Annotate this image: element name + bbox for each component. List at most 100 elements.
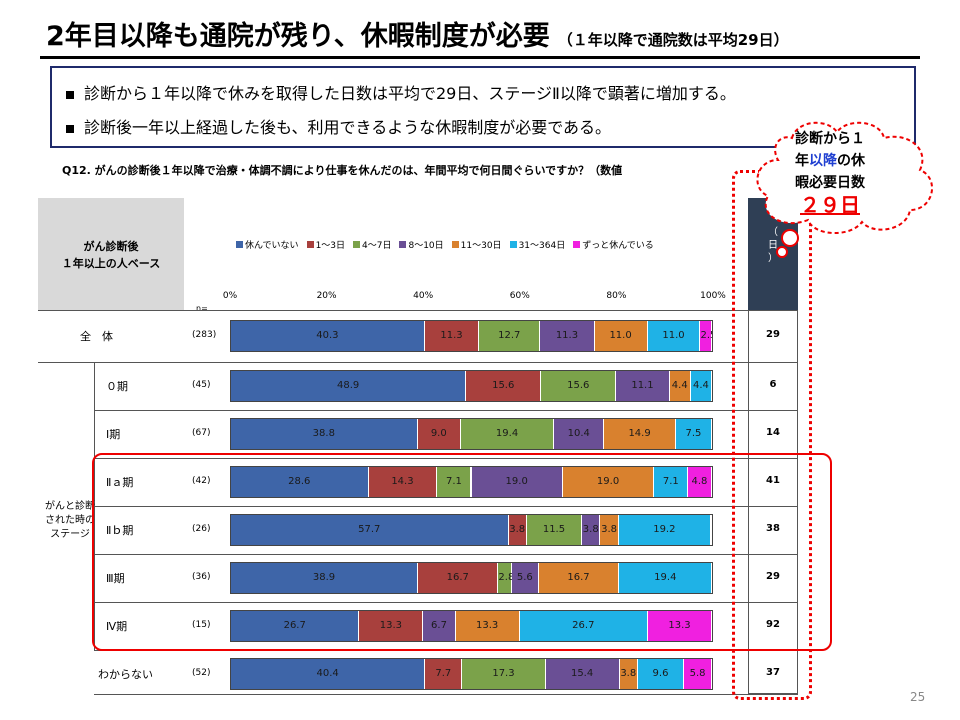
bar-segment: 16.7 [538, 563, 620, 593]
average-days-value: 14 [766, 427, 780, 438]
bar-value-label: 57.7 [358, 524, 381, 535]
bar-value-label: 2.5 [700, 330, 712, 341]
legend-swatch [306, 241, 314, 248]
callout-days: ２９日 [800, 193, 860, 217]
bar-value-label: 2.8 [498, 572, 515, 583]
callout-text: 診断から１ 年以降の休 暇必要日数 ２９日 [770, 128, 890, 216]
bar-segment: 14.9 [604, 419, 676, 449]
callout-line-2: 年以降の休 [770, 150, 890, 172]
legend-swatch [236, 241, 243, 248]
row-label: Ⅳ期 [106, 620, 128, 633]
bar-value-label: 11.5 [542, 524, 566, 535]
bar-segment: 14.3 [368, 467, 438, 497]
bar-value-label: 48.9 [336, 380, 360, 391]
x-tick-label: 20% [316, 291, 337, 301]
bar-segment: 10.4 [554, 419, 605, 449]
bar-segment: 28.6 [231, 467, 369, 497]
bar-value-label: 16.7 [446, 572, 469, 583]
row-label: Ⅲ期 [106, 572, 125, 585]
bullet-square-icon [66, 90, 74, 99]
bar-segment: 13.3 [455, 611, 520, 641]
legend-label: 休んでいない [245, 241, 299, 251]
bar-value-label: 19.0 [596, 476, 620, 487]
bar-value-label: 15.6 [567, 380, 590, 391]
row-label: Ⅰ期 [106, 428, 121, 441]
bullet-square-icon [66, 124, 74, 133]
bar-value-label: 40.4 [316, 668, 339, 679]
legend-label: 11～30日 [460, 241, 502, 251]
row-n-label: (26) [192, 524, 211, 534]
legend-item: 休んでいない [236, 238, 299, 251]
row-n-label: (52) [192, 668, 211, 678]
row-label: わからない [98, 668, 153, 681]
bar-value-label: 7.7 [435, 668, 452, 679]
bar-segment: 9.6 [637, 659, 685, 689]
bar-segment: 9.0 [417, 419, 461, 449]
summary-line-1: 診断から１年以降で休みを取得した日数は平均で29日、ステージⅡ以降で顕著に増加す… [66, 80, 736, 104]
bar-value-label: 28.6 [288, 476, 311, 487]
legend-item: 11～30日 [451, 238, 502, 251]
base-label-line-2: １年以上の人ベース [61, 257, 161, 270]
bar-segment: 4.4 [669, 371, 691, 401]
row-n-label: (36) [192, 572, 211, 582]
bar-segment: 7.7 [425, 659, 463, 689]
bar-segment: 57.7 [231, 515, 509, 545]
legend-item: 8～10日 [399, 238, 444, 251]
legend-label: 1～3日 [315, 241, 346, 251]
stacked-bar: 38.8 9.0 19.4 10.4 14.9 7.5 [230, 418, 713, 450]
average-days-value: 41 [766, 475, 780, 486]
bar-value-label: 26.7 [283, 620, 306, 631]
legend-label: ずっと休んでいる [582, 241, 654, 251]
highlight-box [92, 453, 832, 651]
callout-tail [776, 229, 799, 258]
average-days-value: 37 [766, 667, 780, 678]
bar-segment: 11.0 [647, 321, 701, 351]
row-n-label: (45) [192, 380, 211, 390]
bar-value-label: 15.6 [492, 380, 515, 391]
bar-value-label: 11.3 [555, 330, 579, 341]
row-n-label: (67) [192, 428, 211, 438]
base-label: がん診断後 １年以上の人ベース [38, 238, 184, 272]
bar-value-label: 3.8 [509, 524, 526, 535]
row-divider [94, 506, 798, 507]
bar-value-label: 3.8 [582, 524, 599, 535]
legend-item: 4～7日 [353, 238, 391, 251]
bar-segment: 7.1 [437, 467, 472, 497]
bar-value-label: 17.3 [492, 668, 515, 679]
bar-segment: 7.5 [675, 419, 712, 449]
stacked-bar: 57.7 3.8 11.5 3.8 3.8 19.2 [230, 514, 713, 546]
average-days-value: 38 [766, 523, 780, 534]
row-divider [94, 458, 798, 459]
row-label: Ⅱａ期 [106, 476, 134, 489]
n-label: n= [196, 304, 208, 313]
bar-value-label: 7.1 [445, 476, 462, 487]
bar-segment: 3.8 [619, 659, 638, 689]
page-number: 25 [910, 690, 926, 704]
legend-swatch [399, 241, 407, 248]
legend-swatch [451, 241, 459, 248]
bar-segment: 19.2 [618, 515, 712, 545]
bar-value-label: 15.4 [570, 668, 594, 679]
bar-segment: 26.7 [231, 611, 360, 641]
callout-line-2c: の休 [837, 153, 865, 169]
chart-legend: 休んでいない 1～3日 4～7日 8～10日 11～30日 31～364日 ずっと休んでいる [236, 238, 654, 251]
bar-segment: 6.7 [423, 611, 456, 641]
bar-segment: 3.8 [508, 515, 527, 545]
row-divider [38, 310, 798, 311]
row-divider [38, 362, 798, 363]
row-divider [94, 554, 798, 555]
x-tick-label: 100% [700, 291, 726, 301]
x-tick-label: 80% [606, 291, 627, 301]
bar-value-label: 16.7 [567, 572, 590, 583]
bar-segment: 15.6 [541, 371, 617, 401]
bar-segment: 2.8 [498, 563, 515, 593]
row-n-label: (283) [192, 330, 217, 340]
x-tick-label: 60% [509, 291, 530, 301]
bar-segment: 16.7 [418, 563, 499, 593]
bar-segment: 19.0 [562, 467, 655, 497]
page-title: 2年目以降も通院が残り、休暇制度が必要 （１年以降で通院数は平均29日） [46, 14, 789, 53]
bar-segment: 3.8 [582, 515, 601, 545]
bar-value-label: 10.4 [567, 428, 590, 439]
bar-segment: 4.4 [690, 371, 712, 401]
average-days-value: 29 [766, 571, 780, 582]
